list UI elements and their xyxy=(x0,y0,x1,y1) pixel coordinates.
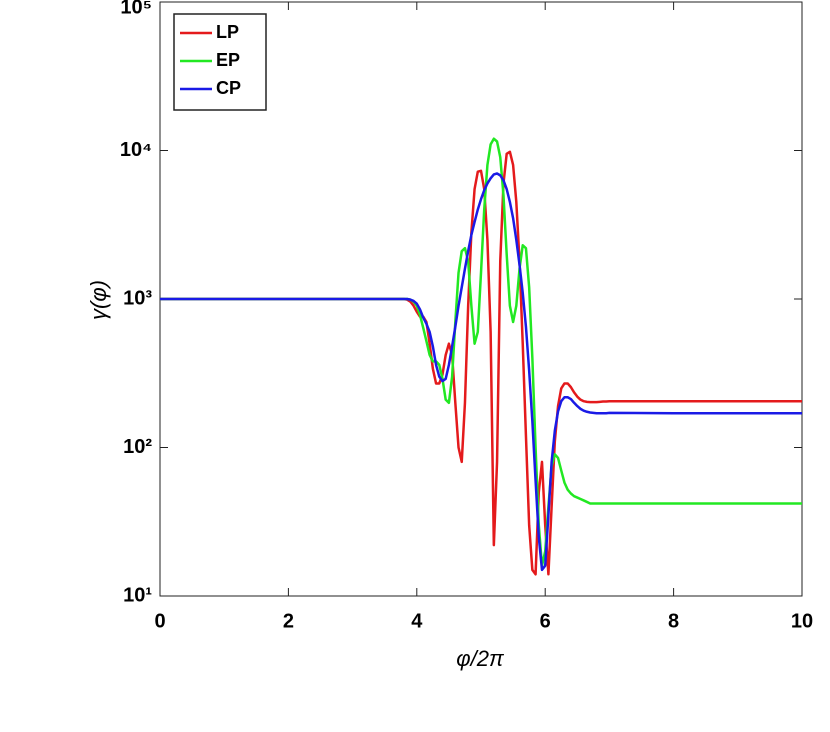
x-tick-label: 0 xyxy=(154,610,165,632)
x-tick-label: 6 xyxy=(540,610,551,632)
legend-label: LP xyxy=(216,22,239,42)
y-tick-label: 10¹ xyxy=(123,584,152,606)
x-tick-label: 8 xyxy=(668,610,679,632)
x-axis-label: φ/2π xyxy=(456,646,505,671)
line-series xyxy=(160,172,802,572)
line-series xyxy=(160,137,802,567)
y-tick-label: 10⁴ xyxy=(120,139,152,161)
y-tick-label: 10⁵ xyxy=(120,0,152,18)
legend-label: CP xyxy=(216,78,241,98)
y-tick-label: 10³ xyxy=(123,287,152,309)
x-tick-label: 10 xyxy=(791,610,813,632)
y-tick-label: 10² xyxy=(123,436,152,458)
legend-label: EP xyxy=(216,50,240,70)
x-tick-label: 4 xyxy=(411,610,423,632)
x-tick-label: 2 xyxy=(283,610,294,632)
line-series xyxy=(160,150,802,576)
y-axis-label: γ(φ) xyxy=(86,280,111,320)
